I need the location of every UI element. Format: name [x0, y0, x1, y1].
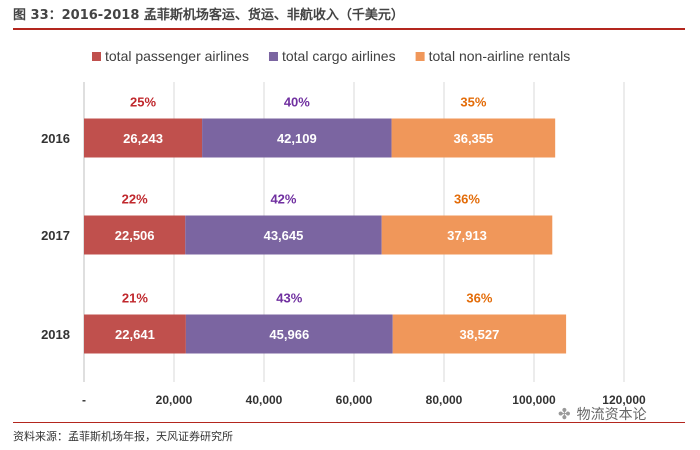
- data-label: 38,527: [460, 327, 500, 342]
- footer-rule: [13, 422, 685, 423]
- legend-label-3: total non-airline rentals: [429, 48, 571, 64]
- legend-label-1: total passenger airlines: [105, 48, 249, 64]
- bar-segment: [391, 118, 556, 158]
- legend-swatch-3: [415, 52, 425, 61]
- y-tick-label: 2017: [41, 228, 70, 243]
- data-label: 22,641: [115, 327, 155, 342]
- data-label: 42,109: [277, 131, 317, 146]
- x-tick-label: 120,000: [602, 393, 646, 407]
- bar-segment: [392, 314, 567, 354]
- bar-segment: [185, 314, 393, 354]
- percent-label: 35%: [460, 95, 486, 110]
- bar-segment: [84, 215, 186, 255]
- data-label: 45,966: [269, 327, 309, 342]
- bar-segment: [202, 118, 392, 158]
- percent-label: 36%: [466, 291, 492, 306]
- data-label: 26,243: [123, 131, 163, 146]
- stacked-bar-chart: - 20,000 40,000 60,000 80,000 100,000 120,000 t…: [41, 48, 646, 407]
- x-tick-label: -: [82, 393, 86, 407]
- title-underline: [13, 28, 685, 30]
- percent-label: 22%: [122, 192, 148, 207]
- data-label: 43,645: [264, 228, 304, 243]
- x-tick-label: 80,000: [426, 393, 463, 407]
- watermark-text: 物流资本论: [576, 407, 647, 423]
- watermark: ✤ 物流资本论: [558, 404, 647, 424]
- data-label: 22,506: [115, 228, 155, 243]
- data-label: 37,913: [447, 228, 487, 243]
- source-note: 资料来源：孟菲斯机场年报，天风证券研究所: [13, 430, 233, 443]
- legend-swatch-1: [92, 52, 101, 61]
- percent-label: 43%: [276, 291, 302, 306]
- x-tick-label: 100,000: [512, 393, 556, 407]
- percent-label: 21%: [122, 291, 148, 306]
- x-tick-label: 20,000: [156, 393, 193, 407]
- x-tick-label: 60,000: [336, 393, 373, 407]
- y-tick-label: 2018: [41, 327, 70, 342]
- bar-segment: [185, 215, 382, 255]
- percent-label: 36%: [454, 192, 480, 207]
- bar-segment: [381, 215, 553, 255]
- bar-segment: [84, 118, 203, 158]
- percent-label: 42%: [270, 192, 296, 207]
- legend-swatch-2: [268, 52, 278, 61]
- bar-segment: [84, 314, 186, 354]
- percent-label: 40%: [284, 95, 310, 110]
- percent-label: 25%: [130, 95, 156, 110]
- data-label: 36,355: [453, 131, 493, 146]
- chart-title: 图 33：2016-2018 孟菲斯机场客运、货运、非航收入（千美元）: [13, 8, 404, 23]
- x-tick-label: 40,000: [246, 393, 283, 407]
- wechat-icon: ✤: [558, 405, 571, 423]
- y-tick-label: 2016: [41, 131, 70, 146]
- legend-label-2: total cargo airlines: [282, 48, 396, 64]
